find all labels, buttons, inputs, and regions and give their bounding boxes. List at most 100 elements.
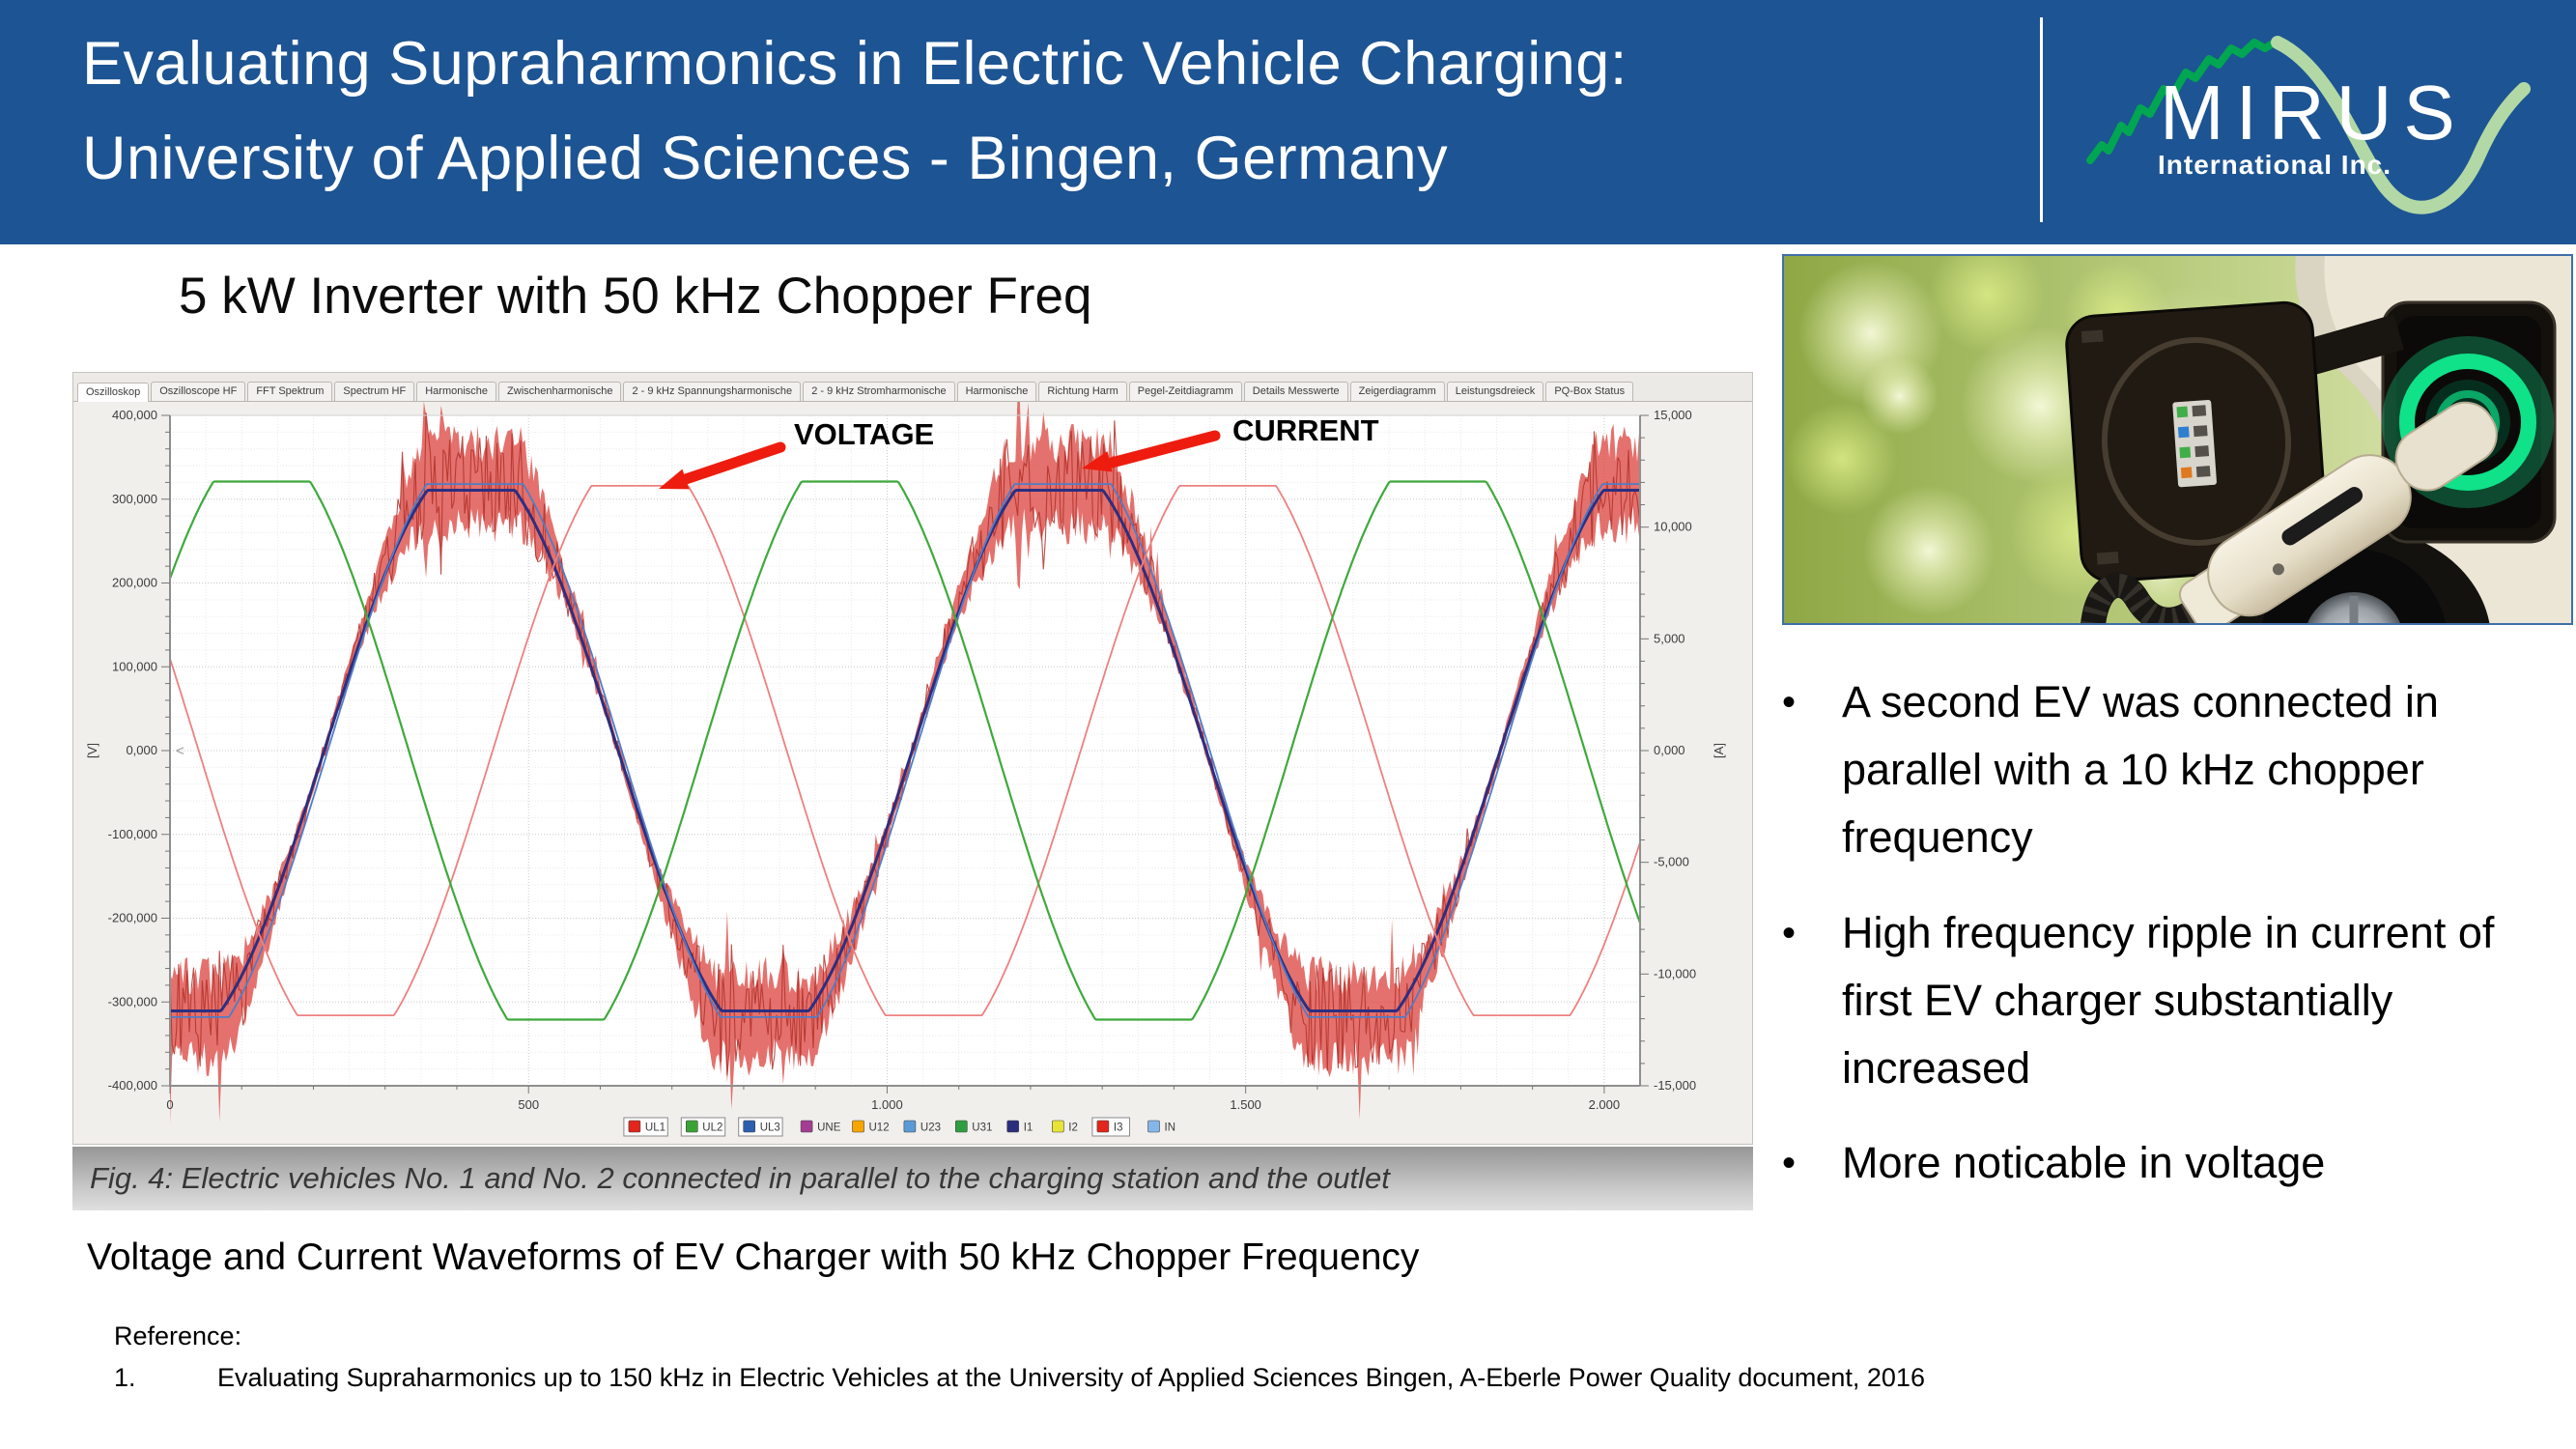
- port-door-label: [2172, 400, 2217, 488]
- y-right-tick-label: -10,000: [1654, 966, 1696, 980]
- charging-plug: [2178, 401, 2498, 623]
- legend-item-u23[interactable]: U23: [903, 1120, 941, 1134]
- bullet-marker-icon: •: [1782, 681, 1797, 724]
- charge-port-door: [2065, 300, 2404, 583]
- x-tick-label: 1.500: [1230, 1097, 1261, 1112]
- header-divider: [2040, 17, 2043, 222]
- tab-zwischenharmonische[interactable]: Zwischenharmonische: [498, 382, 622, 401]
- bullet-item: • High frequency ripple in current of fir…: [1782, 899, 2576, 1103]
- legend-item-i2[interactable]: I2: [1051, 1120, 1078, 1134]
- legend-label: U12: [869, 1122, 890, 1134]
- legend-label: UL1: [645, 1122, 665, 1134]
- legend-item-u31[interactable]: U31: [954, 1120, 992, 1134]
- ev-charging-photo: [1782, 254, 2573, 625]
- tab-leistungsdreieck[interactable]: Leistungsdreieck: [1446, 382, 1544, 401]
- mirus-logo: MIRUS International Inc.: [2086, 36, 2531, 214]
- voltage-annotation-label: VOLTAGE: [794, 417, 935, 451]
- y-left-tick-label: -300,000: [108, 994, 157, 1009]
- x-tick-label: 1.000: [871, 1097, 903, 1112]
- tab-oszilloskop[interactable]: Oszilloskop: [77, 383, 150, 402]
- legend-item-une[interactable]: UNE: [800, 1120, 841, 1134]
- legend-item-i1[interactable]: I1: [1006, 1120, 1033, 1134]
- bullet-text: More noticable in voltage: [1842, 1138, 2326, 1188]
- logo-wave-rising-icon: [2086, 37, 2281, 164]
- y-right-tick-label: -5,000: [1654, 855, 1689, 869]
- reference-number: 1.: [114, 1363, 136, 1392]
- zero-cursor-icon: <: [176, 743, 184, 759]
- tab-richtung-harm[interactable]: Richtung Harm: [1038, 382, 1127, 401]
- current-annotation-label: CURRENT: [1232, 413, 1379, 447]
- figure-caption: Fig. 4: Electric vehicles No. 1 and No. …: [90, 1161, 1390, 1195]
- logo-wave-falling-icon: [2271, 36, 2531, 214]
- reference-items: 1. Evaluating Supraharmonics up to 150 kH…: [114, 1363, 1925, 1393]
- y-right-tick-label: -15,000: [1654, 1078, 1696, 1093]
- legend-item-ul3[interactable]: UL3: [738, 1117, 783, 1137]
- tab-oszilloscope-hf[interactable]: Oszilloscope HF: [151, 382, 246, 401]
- tab-details-messwerte[interactable]: Details Messwerte: [1243, 382, 1348, 401]
- series-UL3: [170, 483, 1640, 1018]
- tab-2-9-khz-spannungsharmonische[interactable]: 2 - 9 kHz Spannungsharmonische: [623, 382, 802, 401]
- y-left-tick-label: -400,000: [108, 1078, 157, 1093]
- tab-2-9-khz-stromharmonische[interactable]: 2 - 9 kHz Stromharmonische: [803, 382, 955, 401]
- tab-harmonische[interactable]: Harmonische: [956, 382, 1037, 401]
- legend-label: U31: [972, 1122, 992, 1134]
- glow-ring-halo: [2382, 336, 2554, 508]
- series-UL2: [168, 480, 1642, 1021]
- legend-label: I3: [1114, 1122, 1123, 1134]
- bullet-marker-icon: •: [1782, 1142, 1797, 1185]
- y-left-tick-label: 400,000: [112, 408, 157, 422]
- tab-fft-spektrum[interactable]: FFT Spektrum: [247, 382, 333, 401]
- figure-caption-strip: Fig. 4: Electric vehicles No. 1 and No. …: [72, 1147, 1753, 1210]
- bullet-text: A second EV was connected in parallel wi…: [1842, 677, 2439, 863]
- legend-label: I2: [1068, 1122, 1078, 1134]
- legend-label: I1: [1024, 1122, 1033, 1134]
- legend-item-ul2[interactable]: UL2: [680, 1117, 726, 1137]
- tab-pq-box-status[interactable]: PQ-Box Status: [1545, 382, 1634, 401]
- tab-harmonische[interactable]: Harmonische: [416, 382, 497, 401]
- page-title-line1: Evaluating Supraharmonics in Electric Ve…: [82, 30, 1628, 98]
- y-left-tick-label: 100,000: [112, 659, 157, 673]
- waveform-chart: 400,000 300,000 200,000 100,000 0,000 -100,00…: [85, 402, 1726, 1137]
- page-title-line2: University of Applied Sciences - Bingen,…: [82, 125, 1449, 192]
- reference-heading: Reference:: [114, 1321, 242, 1350]
- bullet-marker-icon: •: [1782, 911, 1797, 954]
- y-right-axis-label: [A]: [1712, 743, 1726, 758]
- bullet-text: High frequency ripple in current of firs…: [1842, 907, 2495, 1093]
- x-tick-label: 500: [518, 1097, 539, 1112]
- series-UL1: [169, 485, 1641, 1016]
- tab-spectrum-hf[interactable]: Spectrum HF: [334, 382, 415, 401]
- tab-zeigerdiagramm[interactable]: Zeigerdiagramm: [1349, 382, 1445, 401]
- oscilloscope-tabbar: Oszilloskop Oszilloscope HF FFT Spektrum Sp…: [73, 373, 1752, 402]
- bullet-list: • A second EV was connected in parallel w…: [1782, 668, 2576, 1225]
- slide-header: Evaluating Supraharmonics in Electric Ve…: [0, 0, 2576, 244]
- legend-item-i3[interactable]: I3: [1091, 1117, 1131, 1137]
- reference-text: Evaluating Supraharmonics up to 150 kHz …: [217, 1363, 1925, 1392]
- legend-item-u12[interactable]: U12: [852, 1120, 890, 1134]
- y-left-tick-label: 200,000: [112, 576, 157, 590]
- x-tick-label: 0: [166, 1097, 173, 1112]
- y-left-axis-label: [V]: [85, 743, 99, 758]
- y-left-tick-label: -100,000: [108, 827, 157, 841]
- legend-label: UL2: [702, 1122, 722, 1134]
- reference-item: 1. Evaluating Supraharmonics up to 150 kH…: [114, 1363, 1925, 1393]
- y-right-tick-label: 10,000: [1654, 520, 1692, 534]
- y-right-tick-label: 5,000: [1654, 631, 1685, 645]
- y-left-tick-label: -200,000: [108, 911, 157, 925]
- bullet-item: • A second EV was connected in parallel w…: [1782, 668, 2576, 872]
- waveform-title: Voltage and Current Waveforms of EV Char…: [87, 1236, 1420, 1278]
- series-I-fundamental: [170, 489, 1640, 1012]
- oscilloscope-screenshot: Oszilloskop Oszilloscope HF FFT Spektrum Sp…: [72, 372, 1753, 1145]
- legend-item-ul1[interactable]: UL1: [623, 1117, 668, 1137]
- legend-label: UNE: [817, 1122, 841, 1134]
- reference-block: Reference: 1. Evaluating Supraharmonics u…: [114, 1321, 1925, 1393]
- legend-item-in[interactable]: IN: [1147, 1120, 1176, 1134]
- legend-label: U23: [920, 1122, 941, 1134]
- legend-label: UL3: [760, 1122, 780, 1134]
- tab-pegel-zeitdiagramm[interactable]: Pegel-Zeitdiagramm: [1128, 382, 1242, 401]
- y-left-tick-label: 300,000: [112, 492, 157, 506]
- legend-label: IN: [1165, 1122, 1176, 1134]
- section-subtitle: 5 kW Inverter with 50 kHz Chopper Freq: [179, 268, 1092, 325]
- bullet-item: • More noticable in voltage: [1782, 1129, 2576, 1198]
- y-right-tick-label: 0,000: [1654, 743, 1685, 757]
